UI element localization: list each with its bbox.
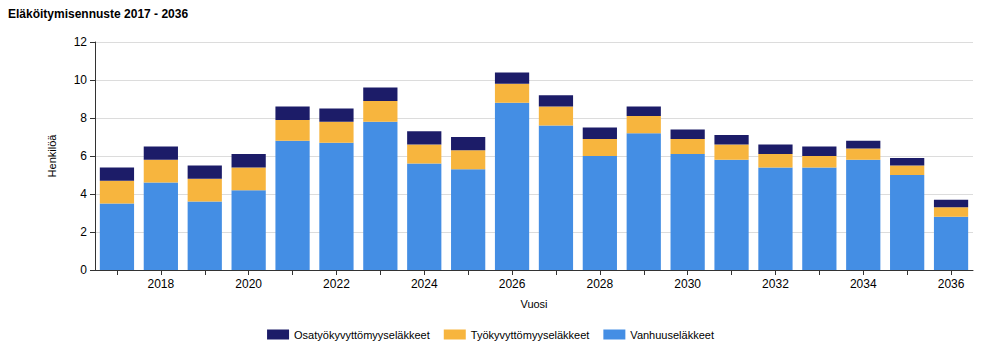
svg-text:2026: 2026	[499, 277, 526, 291]
svg-text:Henkilöä: Henkilöä	[46, 134, 58, 178]
svg-text:10: 10	[74, 73, 88, 87]
svg-text:2020: 2020	[235, 277, 262, 291]
svg-text:Eläköitymisennuste 2017 - 2036: Eläköitymisennuste 2017 - 2036	[8, 7, 188, 21]
svg-text:4: 4	[80, 187, 87, 201]
svg-text:2028: 2028	[586, 277, 613, 291]
svg-text:Työkyvyttömyyseläkkeet: Työkyvyttömyyseläkkeet	[471, 329, 590, 341]
svg-text:2018: 2018	[147, 277, 174, 291]
svg-text:Vanhuuseläkkeet: Vanhuuseläkkeet	[630, 329, 714, 341]
svg-text:2: 2	[80, 225, 87, 239]
svg-text:6: 6	[80, 149, 87, 163]
svg-text:2034: 2034	[850, 277, 877, 291]
svg-text:2030: 2030	[674, 277, 701, 291]
svg-text:2022: 2022	[323, 277, 350, 291]
svg-text:Vuosi: Vuosi	[520, 298, 547, 310]
svg-text:12: 12	[74, 35, 88, 49]
svg-text:Osatyökyvyttömyyseläkkeet: Osatyökyvyttömyyseläkkeet	[294, 329, 430, 341]
svg-text:0: 0	[80, 263, 87, 277]
svg-text:2024: 2024	[411, 277, 438, 291]
svg-text:8: 8	[80, 111, 87, 125]
svg-text:2036: 2036	[938, 277, 965, 291]
svg-text:2032: 2032	[762, 277, 789, 291]
